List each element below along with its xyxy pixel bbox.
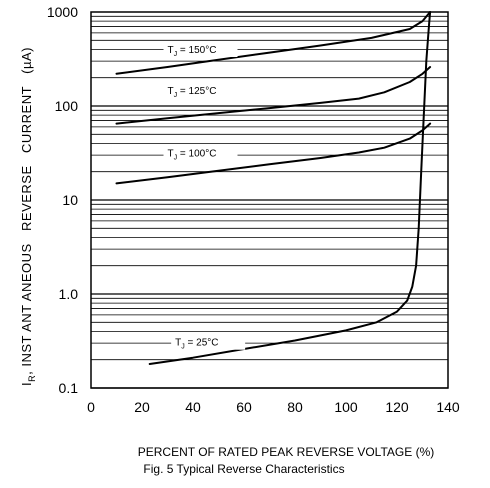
series-label: TJ = 100°C bbox=[168, 149, 217, 162]
series-label-text: = 150°C bbox=[177, 45, 216, 56]
series-label-symbol: T bbox=[168, 149, 174, 160]
series-label-bg bbox=[171, 335, 246, 350]
plot-frame bbox=[90, 11, 449, 389]
series-label-text: = 25°C bbox=[185, 338, 219, 349]
series-label-symbol: T bbox=[175, 338, 181, 349]
y-axis-label-subscript: R bbox=[27, 375, 37, 382]
y-tick-label: 1.0 bbox=[59, 286, 79, 302]
x-axis-label: PERCENT OF RATED PEAK REVERSE VOLTAGE (%… bbox=[138, 445, 435, 459]
series-label: TJ = 150°C bbox=[168, 45, 217, 58]
series-labels: TJ = 150°CTJ = 125°CTJ = 100°CTJ = 25°C bbox=[163, 42, 246, 351]
series-label-bg bbox=[163, 84, 238, 99]
series-lines bbox=[115, 11, 432, 365]
series-label: TJ = 25°C bbox=[175, 338, 218, 351]
series-label: TJ = 125°C bbox=[168, 86, 217, 99]
y-tick-label: 100 bbox=[55, 98, 79, 114]
series-label-subscript: J bbox=[174, 92, 178, 99]
x-tick-label: 40 bbox=[185, 399, 201, 415]
x-tick-label: 100 bbox=[334, 399, 358, 415]
series-label-subscript: J bbox=[174, 155, 178, 162]
grid bbox=[91, 15, 448, 389]
series-label-symbol: T bbox=[168, 45, 174, 56]
series-label-bg bbox=[163, 146, 238, 161]
series-label-text: = 125°C bbox=[177, 86, 216, 97]
x-tick-label: 120 bbox=[385, 399, 409, 415]
x-tick-label: 60 bbox=[236, 399, 252, 415]
x-tick-label: 140 bbox=[436, 399, 460, 415]
series-label-subscript: J bbox=[174, 51, 178, 58]
x-tick-label: 20 bbox=[134, 399, 150, 415]
series-line bbox=[148, 11, 432, 365]
figure-caption: Fig. 5 Typical Reverse Characteristics bbox=[143, 462, 344, 476]
series-line bbox=[115, 122, 432, 185]
y-tick-label: 0.1 bbox=[59, 380, 79, 396]
y-axis-label: IR, INST ANT ANEOUS REVERSE CURRENT (µA) bbox=[19, 47, 37, 386]
series-label-symbol: T bbox=[168, 86, 174, 97]
series-line bbox=[115, 66, 432, 125]
x-tick-label: 80 bbox=[287, 399, 303, 415]
y-tick-label: 10 bbox=[62, 192, 78, 208]
y-axis-label-text: , INST ANT ANEOUS REVERSE CURRENT (µA) bbox=[19, 47, 34, 375]
tick-labels: 0.1 1.0 10 100 1000 0 20 40 60 80 100 120 140 bbox=[47, 4, 460, 415]
x-tick-label: 0 bbox=[87, 399, 95, 415]
series-line bbox=[115, 11, 432, 75]
series-label-subscript: J bbox=[181, 344, 185, 351]
plot-border bbox=[90, 11, 449, 389]
y-axis-label-symbol: I bbox=[19, 382, 34, 386]
y-tick-label: 1000 bbox=[47, 4, 78, 20]
series-label-text: = 100°C bbox=[177, 149, 216, 160]
series-label-bg bbox=[163, 42, 238, 57]
